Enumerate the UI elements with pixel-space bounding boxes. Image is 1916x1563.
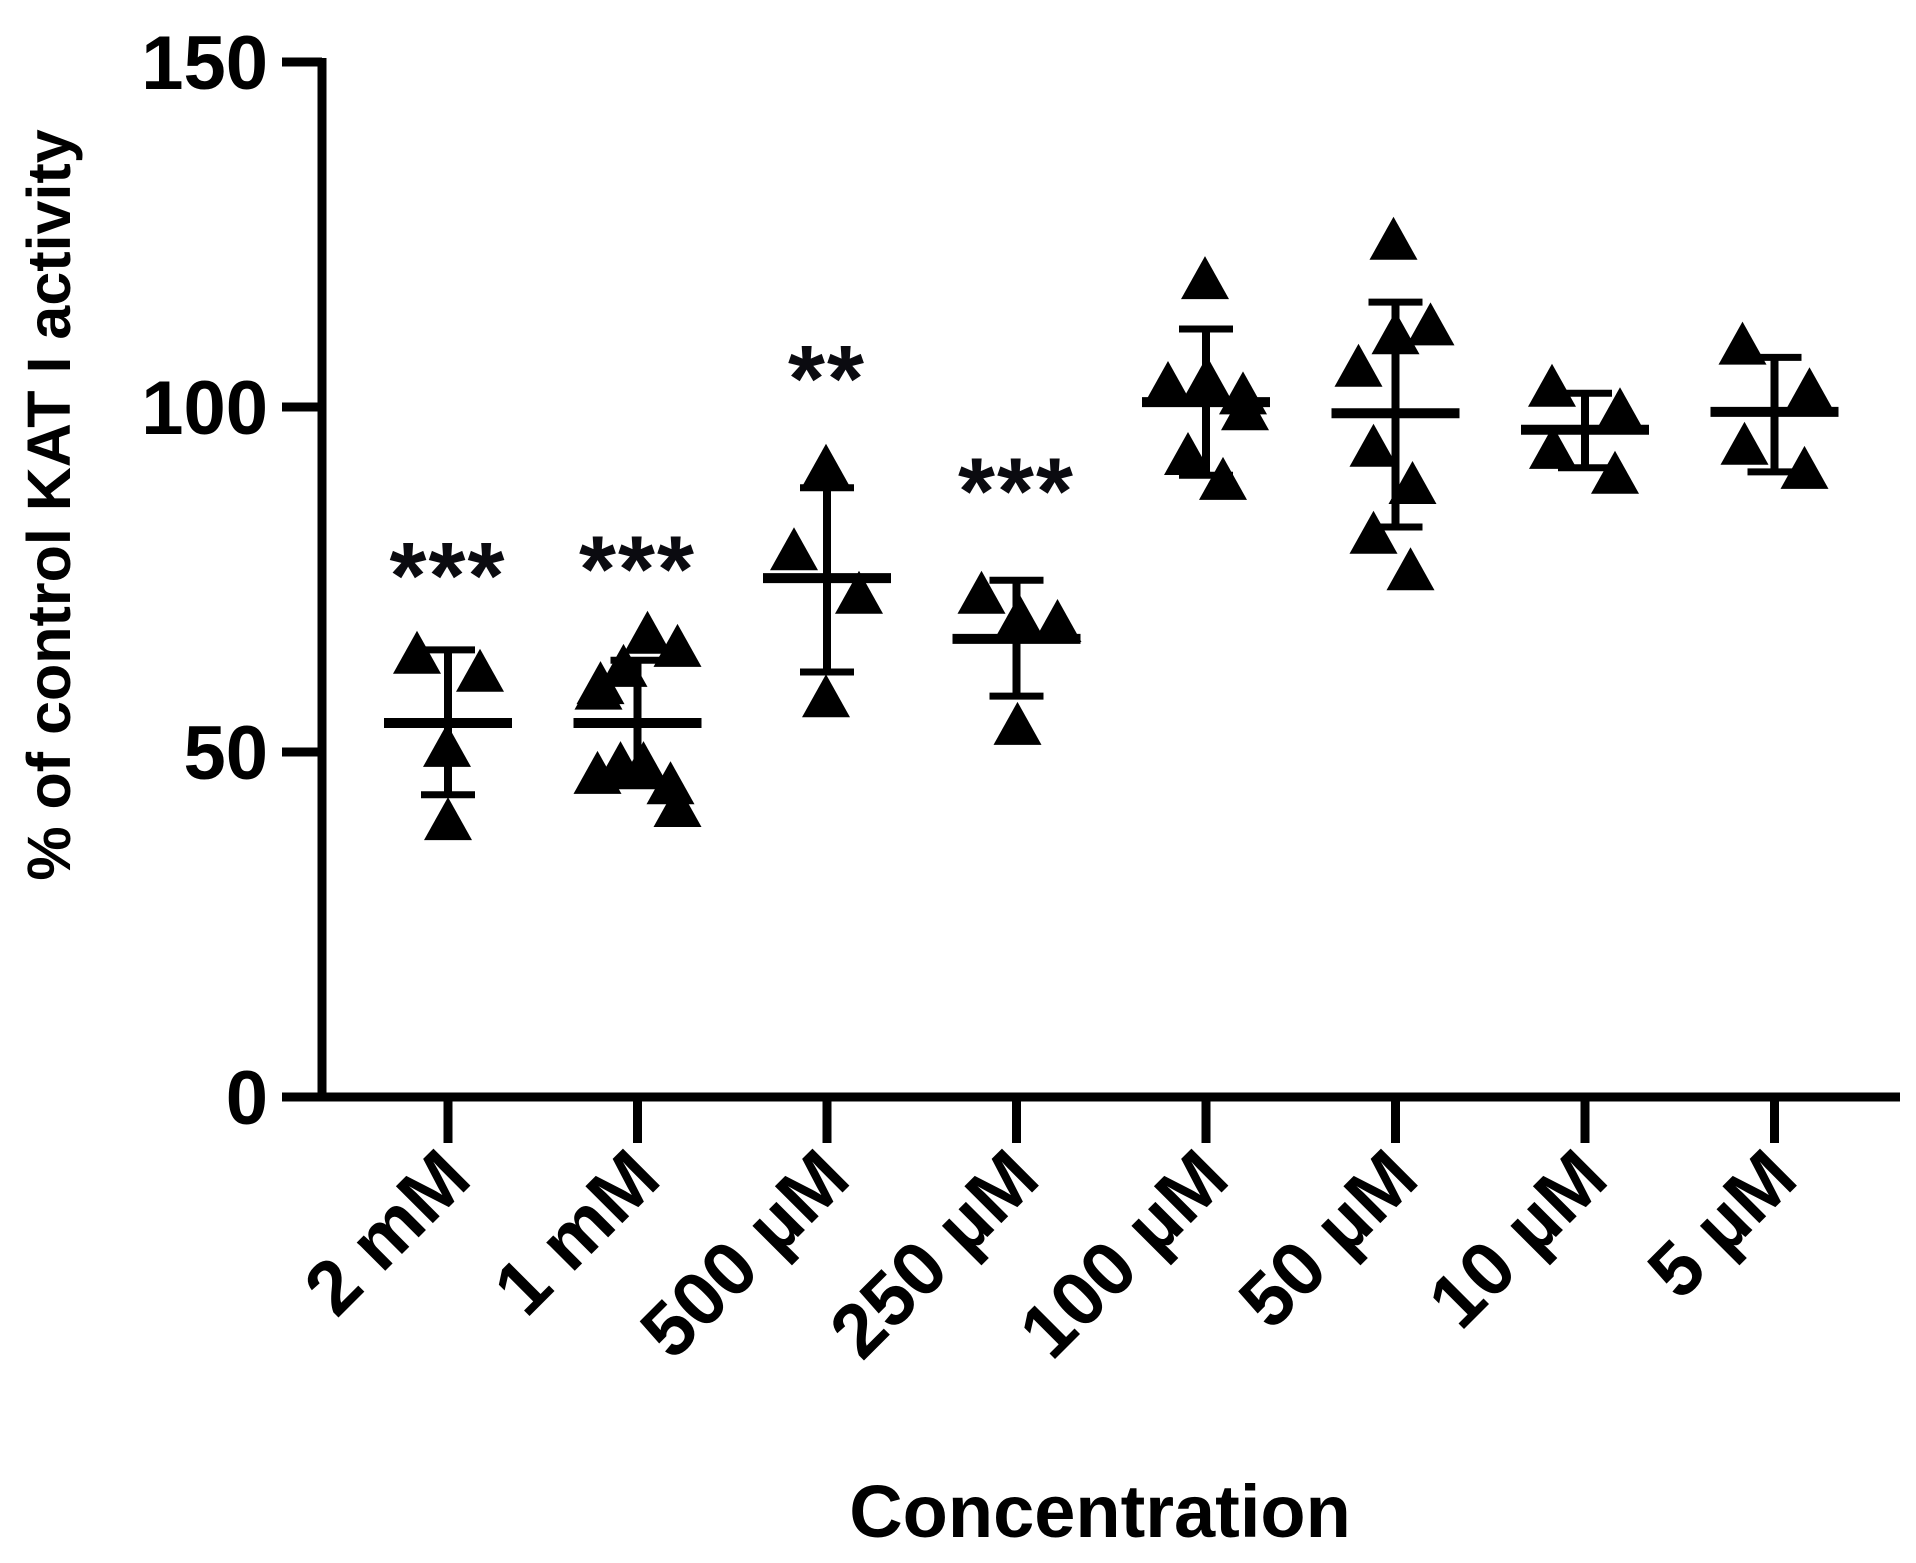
data-point-triangle [653,783,702,827]
data-point-triangle [1369,216,1418,260]
x-tick-label: 10 µM [1412,1134,1623,1345]
data-point-triangle [1388,461,1437,505]
data-point-triangle [1718,321,1767,365]
x-tick-label: 2 mM [289,1134,486,1331]
data-point-triangle [1371,311,1420,355]
data-point-triangle [1720,421,1769,465]
data-point-triangle [1033,599,1082,643]
data-point-triangle [574,666,623,710]
data-point-triangle [993,701,1042,745]
data-point-triangle [835,570,883,614]
significance-marker: *** [390,523,507,629]
data-point-triangle [802,674,850,718]
x-axis-title: Concentration [849,1470,1351,1553]
data-point-triangle [599,643,648,687]
data-point-triangle [1199,456,1247,500]
x-tick-label: 250 µM [814,1134,1054,1374]
data-point-triangle [1528,363,1576,407]
x-tick-label: 100 µM [1004,1134,1244,1374]
data-point-triangle [1349,510,1398,554]
significance-marker: *** [958,438,1075,544]
data-point-triangle [995,594,1044,638]
data-point-triangle [1164,432,1212,476]
data-point-triangle [1144,360,1192,404]
data-point-triangle [1349,423,1398,467]
data-point-triangle [1181,256,1229,300]
data-point-triangle [1785,367,1834,411]
data-point-triangle [619,741,668,785]
y-tick-label: 50 [183,711,268,796]
data-point-triangle [423,723,471,767]
data-point-triangle [1529,425,1577,469]
y-axis-title: % of control KAT I activity [15,129,83,880]
data-point-triangle [1591,450,1639,494]
data-point-triangle [653,623,702,667]
data-point-triangle [1780,445,1829,489]
data-point-triangle [456,648,504,692]
significance-marker: *** [579,516,696,622]
data-point-triangle [1183,356,1231,400]
x-tick-label: 5 µM [1632,1134,1813,1315]
y-tick-label: 0 [226,1056,268,1141]
data-point-triangle [623,610,672,654]
data-point-triangle [393,630,441,674]
data-point-triangle [1596,387,1644,431]
data-point-triangle [802,443,850,487]
x-tick-label: 50 µM [1223,1134,1434,1345]
data-point-triangle [1334,343,1383,387]
data-point-triangle [573,750,622,794]
significance-marker: ** [788,326,866,432]
data-point-triangle [770,527,818,571]
x-tick-label: 500 µM [625,1134,865,1374]
data-point-triangle [957,570,1006,614]
data-point-triangle [1386,547,1435,591]
data-point-triangle [1221,387,1269,431]
y-tick-label: 150 [141,21,268,106]
y-tick-label: 100 [141,366,268,451]
data-point-triangle [424,797,472,841]
data-point-triangle [1406,302,1455,346]
